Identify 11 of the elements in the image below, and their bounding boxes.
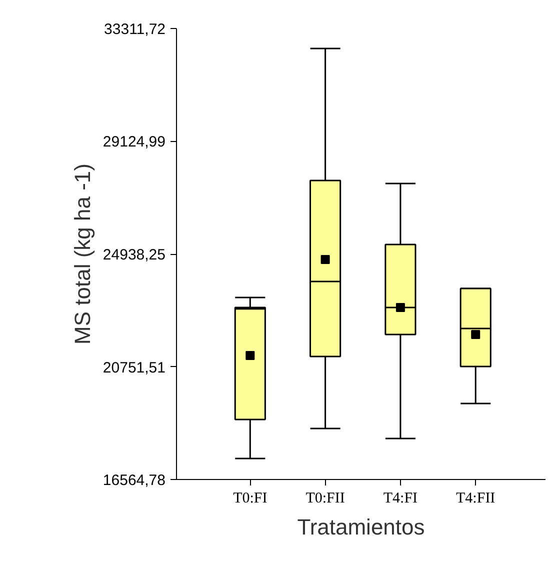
y-tick-label: 24938,25 [102, 246, 166, 264]
y-tick-label: 20751,51 [102, 359, 166, 376]
x-tick-label: T0:FI [233, 490, 268, 506]
x-tick-label: T4:FII [456, 490, 496, 506]
y-tick-label: 16564,78 [102, 472, 166, 489]
y-tick-label: 33311,72 [104, 21, 166, 38]
y-axis-title: MS total (kg ha -1) [70, 164, 95, 344]
x-tick-label: T0:FII [306, 490, 345, 506]
y-tick-label: 29124,99 [102, 134, 166, 151]
x-axis-title: Tratamientos [297, 514, 425, 540]
x-tick-label: T4:FI [383, 490, 418, 506]
